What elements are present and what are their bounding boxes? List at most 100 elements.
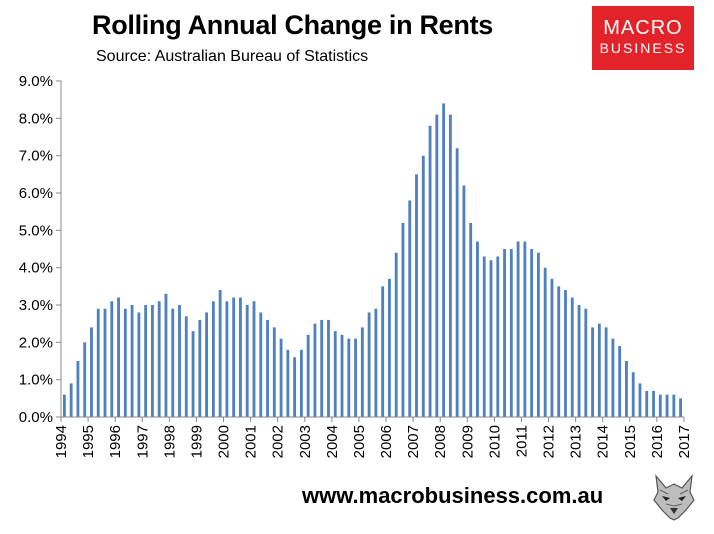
x-tick-label: 2009 <box>459 425 476 458</box>
x-tick-label: 1997 <box>134 425 151 458</box>
bar <box>401 222 405 417</box>
x-tick-label: 2016 <box>649 425 666 458</box>
bar <box>476 241 479 417</box>
x-tick-label: 1996 <box>107 425 124 458</box>
bar <box>625 361 628 417</box>
bar <box>123 308 127 417</box>
bar <box>130 305 134 417</box>
bar <box>557 286 561 417</box>
x-tick-label: 1999 <box>188 425 205 458</box>
bar <box>252 301 256 417</box>
bar <box>299 349 303 417</box>
bar <box>652 390 655 417</box>
bar <box>259 312 263 417</box>
bar <box>62 394 66 417</box>
x-tick-label: 2006 <box>378 425 395 458</box>
bar <box>144 305 148 417</box>
bar <box>658 394 662 417</box>
bar <box>455 148 459 417</box>
bar <box>171 308 175 417</box>
bar <box>604 327 608 417</box>
bar <box>618 346 622 417</box>
bar <box>469 222 473 417</box>
bar <box>672 394 676 417</box>
x-tick-label: 2010 <box>486 425 503 458</box>
bar <box>286 349 290 417</box>
wolf-icon <box>648 470 700 522</box>
bar <box>354 338 357 417</box>
x-tick-label: 2011 <box>513 425 530 457</box>
bar <box>665 394 669 417</box>
bar <box>631 372 635 417</box>
bar <box>584 308 588 417</box>
bar <box>360 327 364 417</box>
x-tick-label: 2012 <box>541 425 558 458</box>
x-tick-label: 2003 <box>297 425 314 458</box>
bar <box>191 331 195 417</box>
bar <box>374 308 378 417</box>
macrobusiness-logo: MACRO BUSINESS <box>592 6 694 70</box>
bar <box>448 114 452 417</box>
bar <box>394 252 398 417</box>
y-tick-label: 7.0% <box>19 148 53 165</box>
bar <box>327 319 330 417</box>
footer-url: www.macrobusiness.com.au <box>302 483 604 508</box>
logo-line1: MACRO <box>603 17 683 39</box>
bar <box>157 301 161 417</box>
bar <box>117 297 120 417</box>
y-tick-label: 0.0% <box>19 409 53 426</box>
bar <box>211 301 215 417</box>
y-tick-label: 9.0% <box>19 73 53 90</box>
x-tick-label: 2014 <box>595 425 612 458</box>
bar <box>103 308 107 417</box>
x-tick-label: 2017 <box>676 425 693 458</box>
y-tick-label: 5.0% <box>19 222 53 239</box>
x-tick-label: 2015 <box>622 425 639 458</box>
x-tick-label: 2008 <box>432 425 449 458</box>
bar <box>340 334 344 417</box>
x-tick-label: 2002 <box>270 425 287 458</box>
y-tick-label: 3.0% <box>19 297 53 314</box>
x-tick-label: 2000 <box>216 425 233 458</box>
bar <box>184 316 188 417</box>
bar <box>306 334 310 417</box>
x-tick-label: 1995 <box>80 425 97 458</box>
bar <box>381 286 385 417</box>
x-tick-label: 2005 <box>351 425 368 458</box>
x-tick-label: 2013 <box>568 425 585 458</box>
bar <box>421 155 425 418</box>
bar <box>266 319 269 417</box>
bar <box>428 125 432 418</box>
chart-subtitle: Source: Australian Bureau of Statistics <box>96 48 369 65</box>
bar <box>611 338 615 417</box>
y-axis: 0.0% 1.0% 2.0% 3.0% 4.0% 5.0% 6.0% 7.0% 8.0% 9.0% <box>19 73 62 426</box>
y-tick-label: 1.0% <box>19 372 53 389</box>
x-axis: 1994 1995 1996 1997 1998 1999 2000 2001 2002 2003… <box>53 416 693 458</box>
bar <box>239 297 242 417</box>
bar <box>496 256 500 417</box>
bar <box>76 361 80 417</box>
bar <box>293 357 297 417</box>
bar <box>564 290 567 417</box>
bar <box>225 301 229 417</box>
bar <box>523 241 527 417</box>
bar <box>272 327 276 417</box>
bar <box>218 290 222 417</box>
bar <box>503 249 506 417</box>
bar <box>530 249 534 417</box>
bar <box>570 297 574 417</box>
bar <box>388 278 391 417</box>
bar <box>489 260 493 417</box>
bar <box>69 383 73 417</box>
bar <box>205 312 209 417</box>
bar <box>536 252 540 417</box>
bar <box>110 301 114 417</box>
logo-line2: BUSINESS <box>599 40 687 56</box>
bar <box>245 305 249 417</box>
bar <box>83 342 87 417</box>
bar <box>543 267 547 417</box>
bar <box>347 338 351 417</box>
bar <box>550 278 554 417</box>
bar <box>232 297 236 417</box>
bar <box>462 185 466 417</box>
